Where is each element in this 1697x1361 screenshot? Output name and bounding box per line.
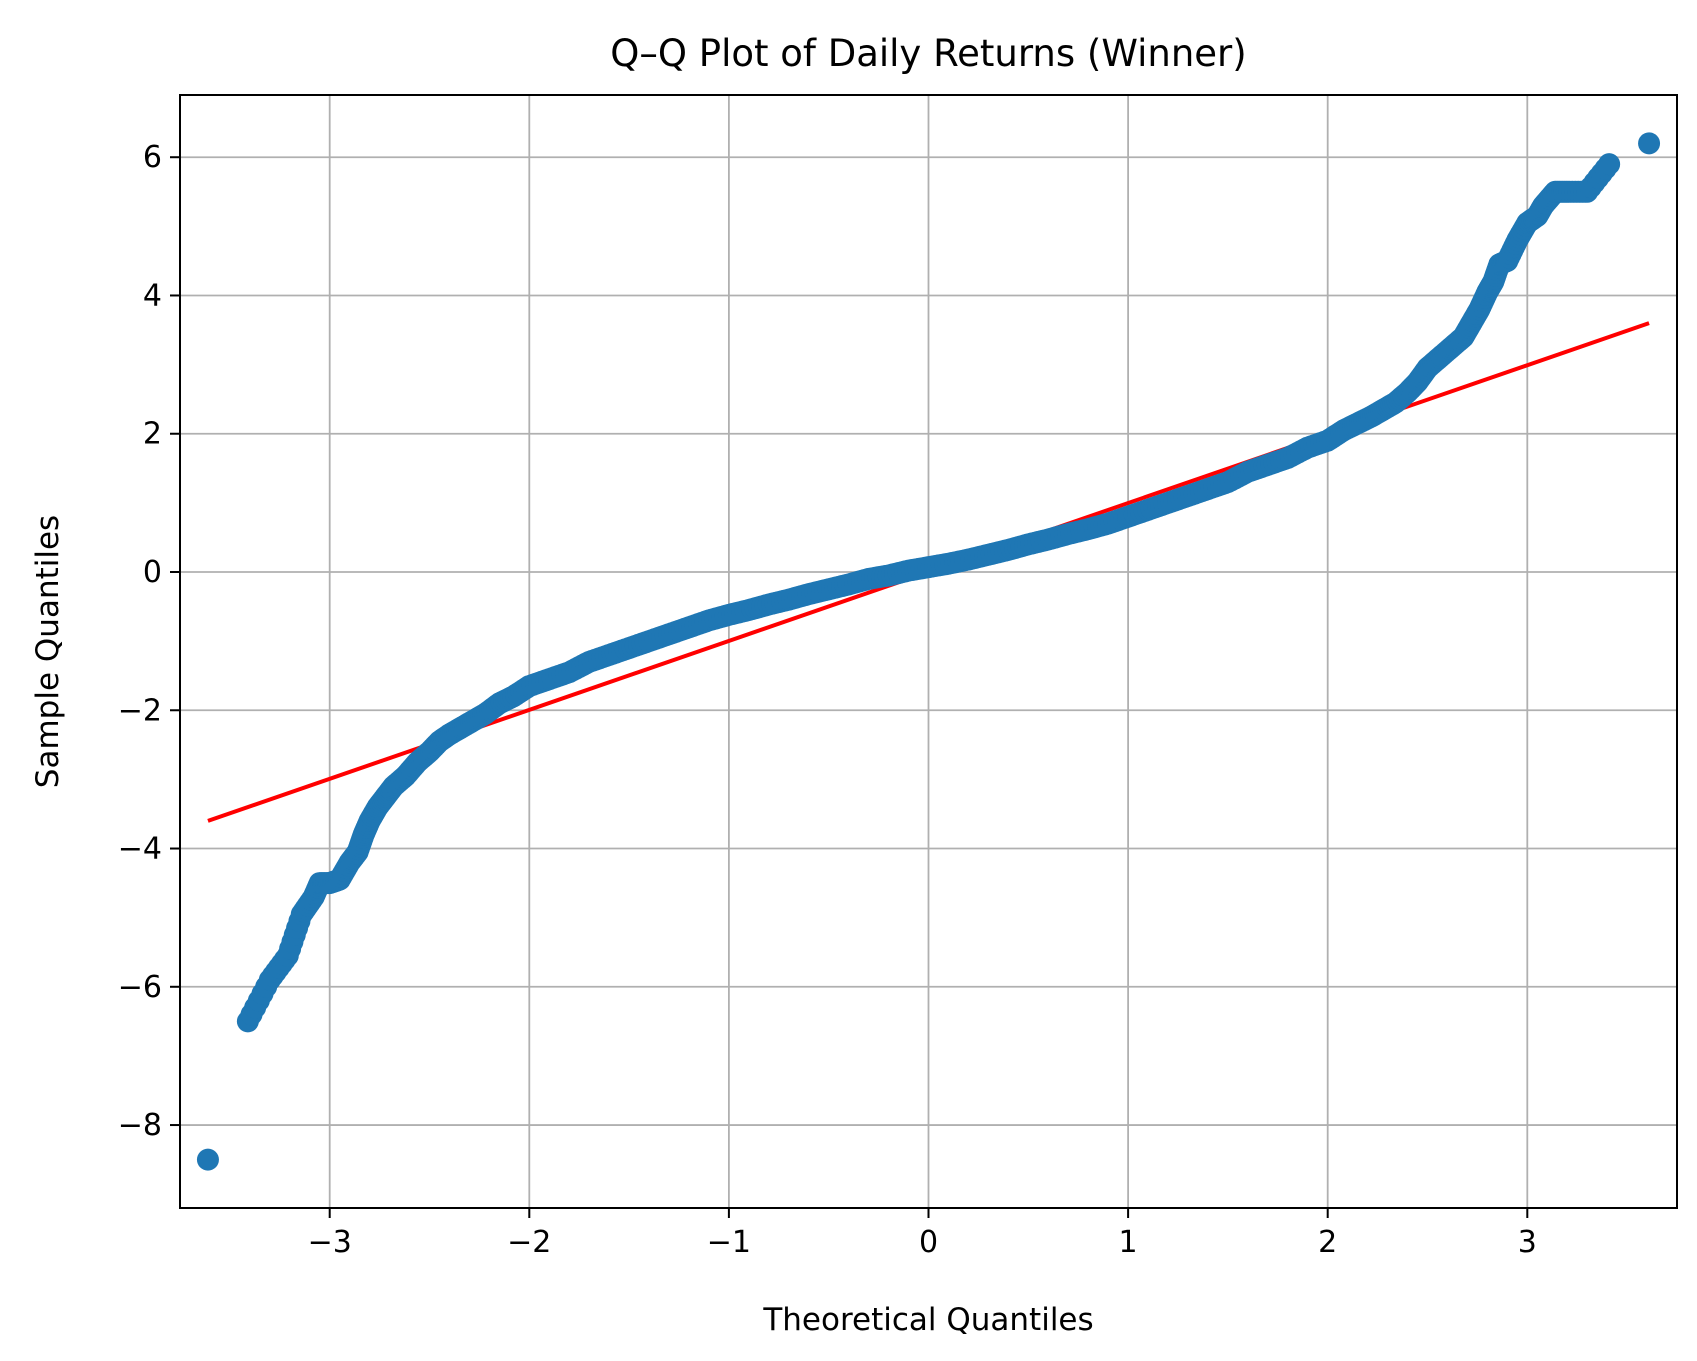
y-axis-ticks: −8 −6 −4 −2 0 2 4 6 [118, 140, 180, 1143]
data-point [1598, 153, 1621, 176]
x-tick-label: 0 [919, 1225, 938, 1260]
x-tick-label: −3 [308, 1225, 352, 1260]
x-axis-label: Theoretical Quantiles [762, 1302, 1093, 1338]
y-tick-label: 6 [143, 140, 162, 175]
y-tick-label: −2 [118, 693, 162, 728]
x-tick-label: −2 [507, 1225, 551, 1260]
y-tick-label: 2 [143, 417, 162, 452]
y-tick-label: 0 [143, 555, 162, 590]
data-point [196, 1148, 219, 1171]
y-tick-label: 4 [143, 278, 162, 313]
y-tick-label: −6 [118, 970, 162, 1005]
data-points-layer [196, 132, 1661, 1171]
x-tick-label: 3 [1518, 1225, 1537, 1260]
chart-title: Q–Q Plot of Daily Returns (Winner) [610, 32, 1246, 75]
x-tick-label: −1 [707, 1225, 751, 1260]
x-axis-ticks: −3 −2 −1 0 1 2 3 [308, 1208, 1537, 1260]
x-tick-label: 1 [1119, 1225, 1138, 1260]
y-axis-label: Sample Quantiles [30, 515, 66, 788]
y-tick-label: −8 [118, 1108, 162, 1143]
grid-lines [180, 95, 1677, 1208]
x-tick-label: 2 [1318, 1225, 1337, 1260]
data-point [1638, 132, 1661, 155]
y-tick-label: −4 [118, 832, 162, 867]
